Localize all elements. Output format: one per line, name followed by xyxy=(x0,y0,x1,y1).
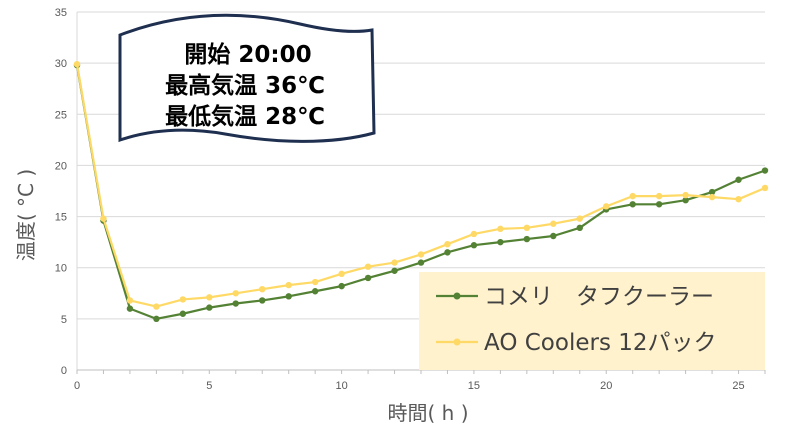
data-point xyxy=(550,232,557,240)
x-tick-label: 25 xyxy=(732,380,744,392)
data-point xyxy=(153,315,160,323)
data-point xyxy=(391,267,398,274)
data-point xyxy=(232,300,239,307)
data-point xyxy=(735,176,742,183)
y-tick-label: 5 xyxy=(61,314,67,326)
data-point xyxy=(126,297,134,304)
data-point xyxy=(444,249,451,256)
data-point xyxy=(470,242,478,249)
data-point xyxy=(655,192,663,200)
data-point xyxy=(576,224,583,232)
data-point xyxy=(497,238,504,246)
legend-entry-1: AO Coolers 12パック xyxy=(436,330,717,356)
series-1 xyxy=(73,60,769,310)
x-tick-label: 15 xyxy=(468,380,480,392)
y-tick-label: 10 xyxy=(55,263,67,275)
legend-label-1: AO Coolers 12パック xyxy=(484,330,717,356)
data-point xyxy=(364,263,372,270)
data-point xyxy=(285,281,292,289)
data-point xyxy=(179,296,187,303)
data-point xyxy=(153,303,160,310)
data-point xyxy=(735,195,742,203)
data-point xyxy=(682,197,689,204)
data-point xyxy=(523,235,531,243)
data-point xyxy=(550,220,557,227)
banner-line-start: 開始 20:00 xyxy=(184,41,311,68)
data-point xyxy=(761,167,769,174)
banner-line-max-temp: 最高気温 36℃ xyxy=(165,72,325,99)
y-tick-labels: 0 5 10 15 20 25 30 35 xyxy=(55,7,67,377)
data-point xyxy=(259,285,266,293)
legend: コメリ タフクーラー AO Coolers 12パック xyxy=(419,272,765,370)
data-point xyxy=(232,290,239,297)
series xyxy=(73,60,769,323)
data-point xyxy=(417,251,425,258)
data-point xyxy=(100,215,107,222)
data-point xyxy=(655,201,663,208)
x-tick-label: 0 xyxy=(74,380,80,392)
data-point xyxy=(629,192,636,200)
legend-background xyxy=(419,272,765,370)
data-point xyxy=(761,184,769,192)
legend-marker-1 xyxy=(453,338,461,346)
data-point xyxy=(444,240,451,248)
x-tick-label: 20 xyxy=(600,380,612,392)
data-point xyxy=(206,294,213,301)
y-tick-label: 0 xyxy=(61,365,67,377)
data-point xyxy=(523,224,531,232)
data-point xyxy=(708,188,716,196)
data-point xyxy=(603,203,610,210)
data-point xyxy=(497,225,504,233)
x-axis-label: 時間( h ) xyxy=(388,401,469,425)
data-point xyxy=(206,304,213,311)
banner-flag xyxy=(118,13,376,143)
data-point xyxy=(126,305,134,312)
data-point xyxy=(629,201,636,208)
data-point xyxy=(338,270,345,278)
y-tick-label: 15 xyxy=(55,212,67,224)
data-point xyxy=(576,215,583,222)
legend-marker-0 xyxy=(453,292,461,300)
y-tick-label: 30 xyxy=(55,58,67,70)
data-point xyxy=(470,230,478,238)
grid-lines xyxy=(77,11,765,320)
y-tick-label: 25 xyxy=(55,109,67,121)
data-point xyxy=(311,288,319,295)
data-point xyxy=(73,60,81,68)
annotation-banner: 開始 20:00 最高気温 36℃ 最低気温 28℃ xyxy=(118,13,376,143)
data-point xyxy=(311,278,319,286)
data-point xyxy=(391,259,398,266)
data-point xyxy=(259,297,266,304)
data-point xyxy=(179,310,187,317)
y-tick-label: 35 xyxy=(55,7,67,19)
banner-line-min-temp: 最低気温 28℃ xyxy=(165,103,325,130)
data-point xyxy=(682,191,689,199)
data-point xyxy=(364,274,372,282)
legend-label-0: コメリ タフクーラー xyxy=(484,284,714,310)
data-point xyxy=(708,193,716,201)
x-tick-labels: 0 5 10 15 20 25 xyxy=(74,380,745,392)
x-tick-label: 10 xyxy=(335,380,347,392)
data-point xyxy=(285,293,292,300)
y-tick-label: 20 xyxy=(55,160,67,172)
y-axis-label: 温度( °C ) xyxy=(14,169,38,261)
data-point xyxy=(338,282,345,290)
legend-entry-0: コメリ タフクーラー xyxy=(436,284,714,310)
x-tick-label: 5 xyxy=(206,380,212,392)
data-point xyxy=(417,259,425,266)
